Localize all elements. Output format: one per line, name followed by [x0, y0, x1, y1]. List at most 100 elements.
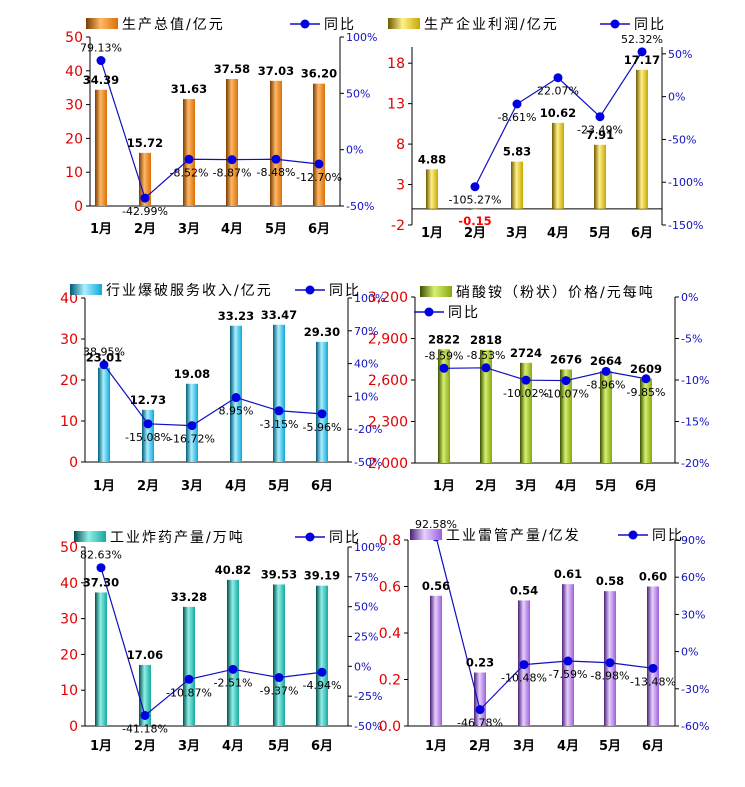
- bar: [95, 89, 107, 206]
- category-label: 1月: [90, 739, 112, 754]
- left-tick-label: 2,000: [368, 456, 408, 472]
- bar-value-label: 37.58: [214, 62, 250, 76]
- yoy-value-label: -9.85%: [627, 386, 666, 399]
- left-tick-label: 30: [60, 612, 78, 628]
- bar-value-label: 2724: [510, 346, 542, 360]
- bar-value-label: 37.03: [258, 64, 294, 78]
- right-tick-label: 70%: [354, 325, 378, 338]
- yoy-value-label: -8.87%: [213, 167, 252, 180]
- yoy-value-label: -10.02%: [503, 387, 549, 400]
- right-tick-label: 75%: [354, 571, 378, 584]
- left-tick-label: 0.8: [379, 533, 401, 549]
- yoy-value-label: -5.96%: [303, 421, 342, 434]
- yoy-point: [96, 563, 106, 573]
- category-label: 3月: [181, 479, 203, 494]
- left-tick-label: 50: [60, 540, 78, 556]
- yoy-point: [187, 421, 197, 431]
- category-label: 2月: [469, 739, 491, 754]
- right-tick-label: 90%: [681, 534, 705, 547]
- category-label: 5月: [595, 479, 617, 494]
- yoy-value-label: -23.49%: [577, 124, 623, 137]
- bar: [511, 161, 523, 209]
- bar: [183, 99, 195, 206]
- right-tick-label: 40%: [354, 358, 378, 371]
- yoy-value-label: 52.32%: [621, 33, 663, 46]
- yoy-value-label: -41.18%: [122, 722, 168, 735]
- category-label: 5月: [589, 226, 611, 241]
- bar: [562, 584, 574, 726]
- yoy-value-label: -8.61%: [498, 111, 537, 124]
- chart-panel-2: -2 3 8 13 18 -150% -100% -50% 0% 50% 1月 2月 3月 4月 5月 6月 4…: [387, 16, 703, 241]
- bar-value-label: 31.63: [171, 82, 207, 96]
- category-label: 2月: [475, 479, 497, 494]
- legend-bar-swatch: [74, 531, 106, 542]
- yoy-value-label: -8.48%: [257, 166, 296, 179]
- yoy-value-label: -13.48%: [630, 675, 676, 688]
- category-label: 4月: [547, 226, 569, 241]
- category-label: 4月: [225, 479, 247, 494]
- legend-line-label: 同比: [634, 17, 666, 33]
- yoy-point: [561, 376, 571, 386]
- right-tick-label: -20%: [681, 457, 709, 470]
- legend-bar-swatch: [420, 286, 452, 297]
- bar-value-label: 5.83: [503, 145, 531, 159]
- left-tick-label: 0.6: [379, 580, 401, 596]
- right-tick-label: -30%: [681, 683, 709, 696]
- bar: [520, 362, 532, 463]
- legend-line-marker: [300, 19, 310, 29]
- yoy-point: [271, 154, 281, 164]
- left-tick-label: 0.0: [379, 719, 401, 735]
- bar: [227, 579, 239, 726]
- category-label: 6月: [631, 226, 653, 241]
- bar-value-label: 39.19: [304, 569, 340, 583]
- category-label: 6月: [308, 222, 330, 237]
- yoy-value-label: 8.95%: [219, 405, 254, 418]
- chart-panel-4: 2,000 2,300 2,600 2,900 3,200 -20% -15% -10% -5%…: [368, 285, 710, 494]
- category-label: 5月: [599, 739, 621, 754]
- category-label: 1月: [433, 479, 455, 494]
- bar: [98, 367, 110, 462]
- yoy-point: [475, 705, 485, 715]
- yoy-point: [641, 374, 651, 384]
- left-tick-label: 40: [60, 576, 78, 592]
- category-label: 4月: [555, 479, 577, 494]
- right-tick-label: 0%: [681, 291, 698, 304]
- left-tick-label: 0.4: [379, 626, 401, 642]
- bar-value-label: 37.30: [83, 575, 119, 589]
- left-tick-label: 3,200: [368, 290, 408, 306]
- yoy-point: [439, 363, 449, 373]
- yoy-value-label: -16.72%: [169, 433, 215, 446]
- yoy-point: [99, 360, 109, 370]
- bar: [183, 606, 195, 726]
- yoy-line: [443, 367, 647, 382]
- yoy-point: [184, 674, 194, 684]
- yoy-point: [228, 664, 238, 674]
- bar: [313, 83, 325, 206]
- bar-value-label: 7.91: [586, 128, 614, 142]
- yoy-value-label: -10.07%: [543, 388, 589, 401]
- bar-value-label: 36.20: [301, 67, 337, 81]
- chart-panel-1: 0 10 20 30 40 50 -50% 0% 50% 100% 1月 2月 3月 4月 5月 6月 34.3…: [65, 17, 377, 237]
- bar-value-label: 0.60: [639, 570, 667, 584]
- right-tick-label: 0%: [354, 660, 371, 673]
- bar-value-label: 17.17: [624, 53, 660, 67]
- left-tick-label: 2,900: [368, 332, 408, 348]
- category-label: 2月: [137, 479, 159, 494]
- right-tick-label: 0%: [346, 144, 363, 157]
- yoy-value-label: -46.78%: [457, 717, 503, 730]
- right-tick-label: -50%: [354, 720, 382, 733]
- left-tick-label: 10: [65, 165, 83, 181]
- bar-value-label: 0.56: [422, 579, 450, 593]
- yoy-value-label: -8.98%: [591, 670, 630, 683]
- right-tick-label: 60%: [681, 571, 705, 584]
- category-label: 1月: [90, 222, 112, 237]
- category-label: 3月: [515, 479, 537, 494]
- right-tick-label: -100%: [668, 176, 703, 189]
- category-label: 4月: [221, 222, 243, 237]
- bar: [600, 371, 612, 463]
- bar-value-label: 0.23: [466, 656, 494, 670]
- bar: [139, 152, 151, 206]
- bar-value-label: 4.88: [418, 152, 446, 166]
- bar: [560, 369, 572, 463]
